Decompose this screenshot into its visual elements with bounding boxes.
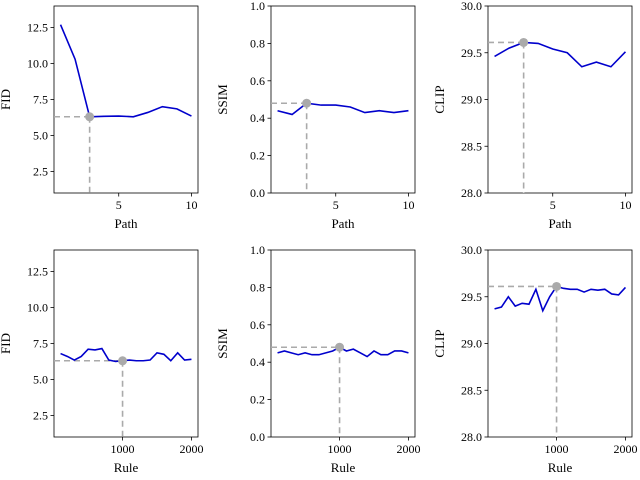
y-tick-label: 0.6 (250, 74, 265, 88)
x-tick-label: 1000 (545, 442, 569, 456)
x-tick-label: 2000 (613, 442, 637, 456)
y-tick-label: 10.0 (27, 301, 48, 315)
chart-panel-2: 0.0 0.2 0.4 0.6 0.8 1.0 5 10 Path SSIM (215, 0, 416, 231)
plot-frame (53, 5, 199, 194)
y-tick-label: 0.2 (250, 393, 265, 407)
y-tick-label: 0.0 (250, 430, 265, 444)
plot-frame (53, 249, 199, 438)
x-tick-label: 10 (185, 198, 197, 212)
y-tick-label: 1.0 (250, 0, 265, 13)
best-value-marker (302, 98, 312, 108)
y-tick-label: 28.5 (461, 139, 482, 153)
x-tick-label: 10 (402, 198, 414, 212)
y-tick-label: 29.5 (461, 46, 482, 60)
y-tick-label: 28.0 (461, 430, 482, 444)
x-tick-label: 5 (116, 198, 122, 212)
y-tick-label: 2.5 (33, 164, 48, 178)
y-tick-label: 1.0 (250, 243, 265, 257)
best-value-marker (85, 112, 95, 122)
chart-panel-4: 2.5 5.0 7.5 10.0 12.5 1000 2000 Rule FID (0, 249, 203, 475)
y-axis-label: SSIM (215, 328, 230, 359)
y-tick-label: 12.5 (27, 265, 48, 279)
y-tick-label: 5.0 (33, 128, 48, 142)
series-line (59, 24, 192, 118)
y-axis-label: SSIM (215, 84, 230, 115)
y-tick-label: 7.5 (33, 93, 48, 107)
y-tick-label: 5.0 (33, 372, 48, 386)
y-tick-label: 0.8 (250, 36, 265, 50)
x-axis-label: Path (331, 216, 355, 231)
best-value-guide (271, 102, 308, 193)
best-value-guide (54, 115, 91, 193)
y-axis-label: FID (0, 89, 13, 110)
y-tick-label: 0.8 (250, 280, 265, 294)
y-tick-label: 0.6 (250, 318, 265, 332)
best-value-marker (519, 37, 529, 47)
series-line (494, 285, 627, 313)
y-tick-label: 29.0 (461, 93, 482, 107)
y-tick-label: 7.5 (33, 337, 48, 351)
best-value-marker (552, 281, 562, 291)
y-tick-label: 10.0 (27, 57, 48, 71)
y-tick-label: 0.4 (250, 355, 265, 369)
series-line (277, 102, 409, 116)
y-tick-label: 29.0 (461, 337, 482, 351)
chart-panel-1: 2.5 5.0 7.5 10.0 12.5 5 10 Path FID (0, 5, 199, 231)
plot-frame (270, 5, 416, 194)
chart-panel-5: 0.0 0.2 0.4 0.6 0.8 1.0 1000 2000 Rule SSIM (215, 243, 420, 475)
x-tick-label: 5 (333, 198, 339, 212)
plot-frame (487, 249, 633, 438)
y-tick-label: 29.5 (461, 290, 482, 304)
x-tick-label: 2000 (396, 442, 420, 456)
series-line (494, 41, 627, 68)
y-tick-label: 28.5 (461, 383, 482, 397)
best-value-marker (335, 342, 345, 352)
y-tick-label: 30.0 (461, 0, 482, 13)
x-tick-label: 1000 (328, 442, 352, 456)
x-axis-label: Rule (114, 460, 139, 475)
best-value-guide (271, 346, 341, 437)
best-value-guide (488, 41, 525, 193)
best-value-guide (54, 359, 124, 437)
y-tick-label: 0.0 (250, 186, 265, 200)
y-tick-label: 28.0 (461, 186, 482, 200)
x-axis-label: Path (114, 216, 138, 231)
x-tick-label: 1000 (111, 442, 135, 456)
chart-panel-3: 28.0 28.5 29.0 29.5 30.0 5 10 Path CLIP (432, 0, 633, 231)
x-tick-label: 5 (550, 198, 556, 212)
y-tick-label: 0.4 (250, 111, 265, 125)
y-tick-label: 30.0 (461, 243, 482, 257)
x-axis-label: Path (548, 216, 572, 231)
x-axis-label: Rule (548, 460, 573, 475)
y-axis-label: FID (0, 333, 13, 354)
best-value-marker (118, 356, 128, 366)
plot-frame (270, 249, 416, 438)
y-axis-label: CLIP (432, 329, 447, 357)
y-axis-label: CLIP (432, 85, 447, 113)
y-tick-label: 2.5 (33, 408, 48, 422)
y-tick-label: 0.2 (250, 149, 265, 163)
best-value-guide (488, 285, 558, 437)
x-tick-label: 10 (619, 198, 631, 212)
x-axis-label: Rule (331, 460, 356, 475)
y-tick-label: 12.5 (27, 21, 48, 35)
chart-panel-6: 28.0 28.5 29.0 29.5 30.0 1000 2000 Rule CLIP (432, 243, 637, 475)
plot-frame (487, 5, 633, 194)
x-tick-label: 2000 (179, 442, 203, 456)
